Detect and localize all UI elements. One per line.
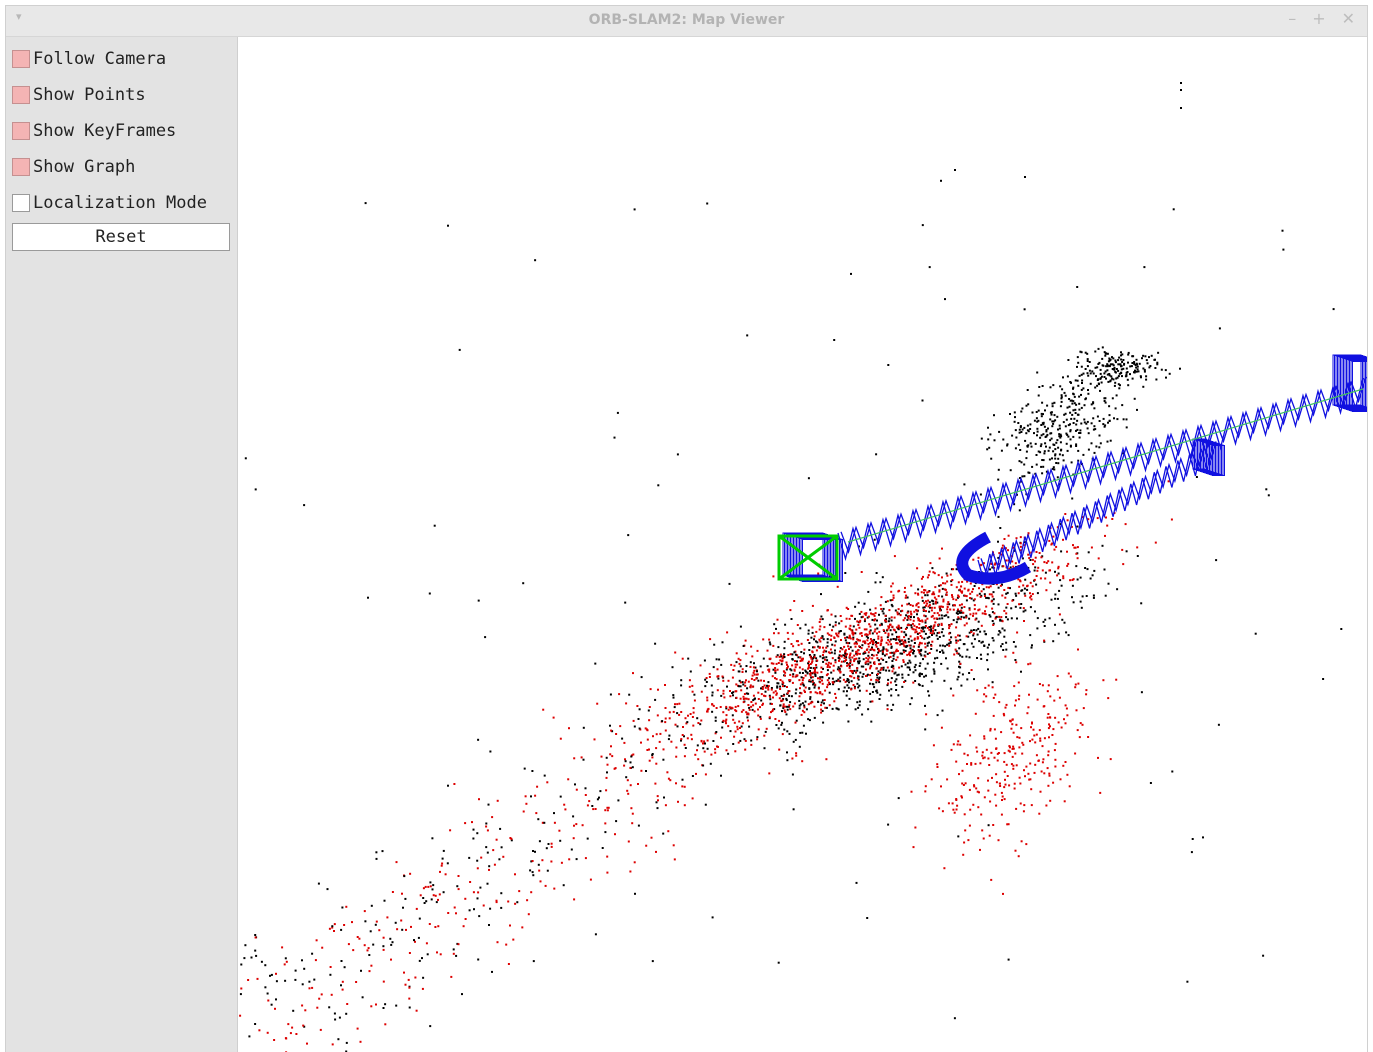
map-points [239,82,1343,1052]
close-icon[interactable]: ✕ [1341,9,1355,28]
current-camera [777,534,839,581]
map-scene[interactable] [238,37,1367,1052]
localization-mode-toggle[interactable]: Localization Mode [12,191,207,215]
window-menu-icon[interactable]: ▾ [16,10,22,23]
3d-map-viewport[interactable] [238,37,1367,1052]
show-points-checkbox[interactable] [12,86,30,104]
reference-map-points [239,476,1173,1052]
localization-mode-checkbox[interactable] [12,194,30,212]
covisibility-graph [847,388,1364,543]
minimize-icon[interactable]: – [1288,9,1297,28]
map-viewer-window: ▾ ORB-SLAM2: Map Viewer – + ✕ Follow Cam… [6,6,1367,1052]
follow-camera-checkbox[interactable] [12,50,30,68]
show-points-label: Show Points [33,85,146,105]
show-keyframes-toggle[interactable]: Show KeyFrames [12,119,176,143]
show-keyframes-label: Show KeyFrames [33,121,177,141]
window-controls: – + ✕ [1288,9,1355,28]
title-bar[interactable]: ▾ ORB-SLAM2: Map Viewer – + ✕ [6,6,1367,37]
follow-camera-label: Follow Camera [33,49,167,69]
window-title: ORB-SLAM2: Map Viewer [588,12,785,28]
show-graph-label: Show Graph [33,157,136,177]
show-graph-checkbox[interactable] [12,158,30,176]
localization-mode-label: Localization Mode [33,193,207,213]
show-graph-toggle[interactable]: Show Graph [12,155,135,179]
control-panel: Follow Camera Show Points Show KeyFrames… [6,37,238,1052]
follow-camera-toggle[interactable]: Follow Camera [12,47,166,71]
maximize-icon[interactable]: + [1312,9,1326,28]
show-points-toggle[interactable]: Show Points [12,83,146,107]
show-keyframes-checkbox[interactable] [12,122,30,140]
reset-button[interactable]: Reset [12,223,230,251]
keyframe-trajectory [782,354,1367,585]
